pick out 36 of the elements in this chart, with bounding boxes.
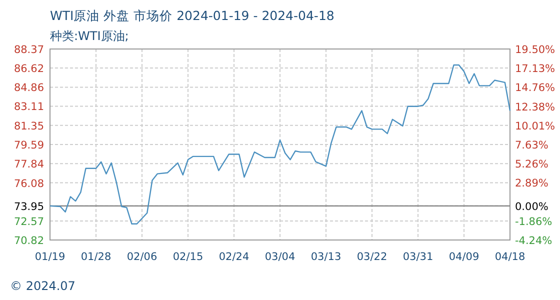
xtick: 03/31 <box>402 251 434 263</box>
xtick: 01/28 <box>80 251 112 263</box>
ytick: 81.35 <box>14 120 44 132</box>
ytick: 84.86 <box>14 82 44 94</box>
y2tick: 17.13% <box>515 63 556 76</box>
xtick: 03/04 <box>264 251 296 263</box>
y2tick: 12.38% <box>515 101 556 114</box>
xtick: 03/13 <box>310 251 342 263</box>
xtick: 02/06 <box>126 251 158 263</box>
ytick: 79.59 <box>14 140 44 152</box>
annotation: © 2024.07 <box>10 279 76 293</box>
ytick: 88.37 <box>14 44 44 56</box>
ytick: 73.95 <box>14 200 44 213</box>
ytick: 72.57 <box>14 216 44 228</box>
subtitle: 种类:WTI原油; <box>50 29 129 43</box>
ytick: 86.62 <box>14 63 44 76</box>
y2tick: -1.86% <box>515 216 552 228</box>
xtick: 02/15 <box>172 251 204 263</box>
y2tick: 7.63% <box>515 140 548 152</box>
y2tick: 0.00% <box>515 200 548 213</box>
xtick: 01/19 <box>34 251 66 263</box>
ytick: 77.84 <box>14 158 44 171</box>
y2tick: 2.89% <box>515 178 548 190</box>
y2tick: 14.76% <box>515 82 556 94</box>
xtick: 04/18 <box>494 251 526 263</box>
y2tick: 19.50% <box>515 44 556 56</box>
y2tick: 10.01% <box>515 120 556 132</box>
y2tick: 5.26% <box>515 158 548 171</box>
title: WTI原油 外盘 市场价 2024-01-19 - 2024-04-18 <box>50 8 334 23</box>
ytick: 76.08 <box>14 178 44 190</box>
xtick: 04/09 <box>448 251 480 263</box>
y2tick: -4.24% <box>515 235 552 247</box>
xtick: 02/24 <box>218 251 250 263</box>
xtick: 03/22 <box>356 251 388 263</box>
ytick: 70.82 <box>14 235 44 247</box>
ytick: 83.11 <box>14 101 44 114</box>
